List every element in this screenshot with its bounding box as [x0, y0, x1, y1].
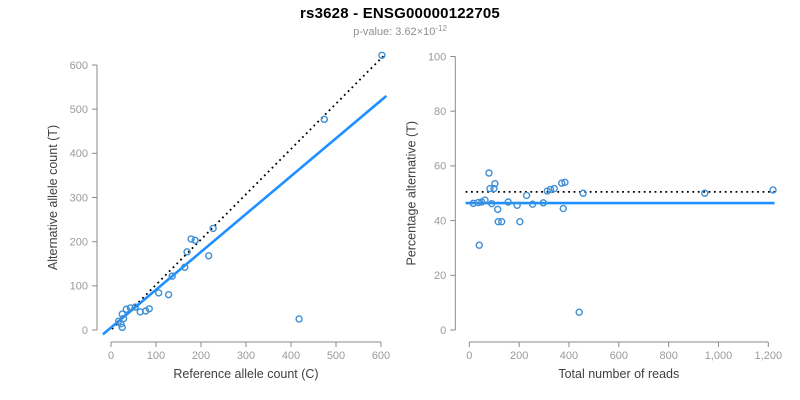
x-tick-label: 1,000 — [705, 350, 733, 362]
allele-count-scatter-panel: 0 100 200 300 400 500 600 0 100 200 300 400 500 600 Re… — [46, 51, 390, 381]
data-point — [579, 189, 587, 197]
data-point — [164, 290, 173, 299]
x-tick-label: 600 — [372, 350, 390, 362]
data-point — [546, 185, 555, 194]
y-tick-label: 40 — [434, 215, 446, 227]
y-axis-title: Alternative allele count (T) — [46, 125, 60, 270]
data-point — [474, 198, 482, 207]
x-axis-title: Total number of reads — [558, 367, 679, 381]
y-tick-label: 400 — [70, 148, 88, 160]
x-tick-label: 100 — [147, 350, 165, 362]
data-point — [131, 303, 140, 311]
data-point — [561, 178, 569, 187]
y-tick-label: 200 — [70, 236, 88, 248]
data-point — [378, 51, 386, 59]
data-point — [117, 320, 125, 328]
y-tick-label: 300 — [70, 192, 88, 204]
y-tick-label: 500 — [70, 104, 88, 116]
data-point — [183, 248, 191, 256]
x-tick-label: 400 — [282, 350, 300, 362]
expected-50pct-line — [111, 55, 384, 330]
x-tick-label: 300 — [237, 350, 255, 362]
x-tick-label: 200 — [510, 350, 528, 362]
x-tick-label: 800 — [659, 350, 677, 362]
y-tick-label: 60 — [434, 161, 446, 173]
data-point — [550, 184, 558, 193]
data-point — [168, 272, 176, 280]
data-point — [295, 315, 303, 323]
data-point — [485, 169, 493, 177]
y-tick-label: 80 — [434, 106, 446, 118]
data-point — [118, 323, 126, 332]
x-tick-label: 1,200 — [755, 350, 783, 362]
y-tick-label: 100 — [70, 281, 88, 293]
data-point — [513, 201, 521, 209]
data-point — [522, 191, 531, 200]
data-point — [475, 241, 483, 249]
data-point — [528, 200, 537, 208]
y-tick-label: 20 — [434, 270, 446, 282]
data-point — [204, 252, 213, 260]
data-point — [320, 115, 328, 124]
data-point — [191, 236, 199, 245]
data-point — [136, 308, 144, 316]
x-tick-label: 0 — [466, 350, 472, 362]
y-tick-label: 100 — [428, 51, 446, 63]
y-axis-title: Percentage alternative (T) — [404, 121, 418, 266]
data-point — [769, 186, 777, 194]
data-point — [126, 304, 135, 312]
data-point — [490, 184, 498, 193]
data-point — [469, 199, 477, 208]
data-point — [118, 310, 126, 318]
data-point — [494, 205, 502, 214]
pvalue-exponent: -12 — [435, 24, 447, 33]
x-axis-title: Reference allele count (C) — [173, 367, 318, 381]
regression-line — [102, 94, 388, 336]
x-tick-label: 0 — [108, 350, 114, 362]
data-point — [488, 199, 496, 208]
data-point — [701, 189, 709, 197]
data-point — [558, 179, 566, 187]
x-tick-label: 500 — [327, 350, 345, 362]
data-point — [486, 184, 494, 193]
data-point — [187, 235, 195, 243]
data-point — [209, 224, 217, 233]
data-point — [181, 263, 189, 271]
figure-title: rs3628 - ENSG00000122705 — [300, 5, 500, 22]
data-point — [539, 199, 548, 207]
y-tick-label: 600 — [70, 60, 88, 72]
data-point — [491, 179, 499, 188]
y-tick-label: 0 — [82, 325, 88, 337]
data-point — [497, 217, 506, 226]
data-point — [494, 217, 502, 226]
pvalue-text: p-value: 3.62×10 — [353, 26, 436, 38]
y-tick-label: 0 — [440, 325, 446, 337]
data-point — [154, 289, 163, 297]
x-tick-label: 200 — [192, 350, 210, 362]
data-point — [575, 308, 583, 316]
data-point — [122, 305, 131, 313]
data-point — [516, 217, 524, 226]
data-point — [504, 198, 512, 206]
percentage-vs-reads-scatter-panel: 0 20 40 60 80 100 0 200 400 600 800 1,000 1,200 Total… — [404, 51, 782, 381]
x-tick-label: 400 — [560, 350, 578, 362]
data-point — [481, 196, 489, 204]
x-tick-label: 600 — [610, 350, 628, 362]
data-point — [559, 204, 567, 213]
figure-subtitle: p-value: 3.62×10-12 — [0, 24, 800, 38]
